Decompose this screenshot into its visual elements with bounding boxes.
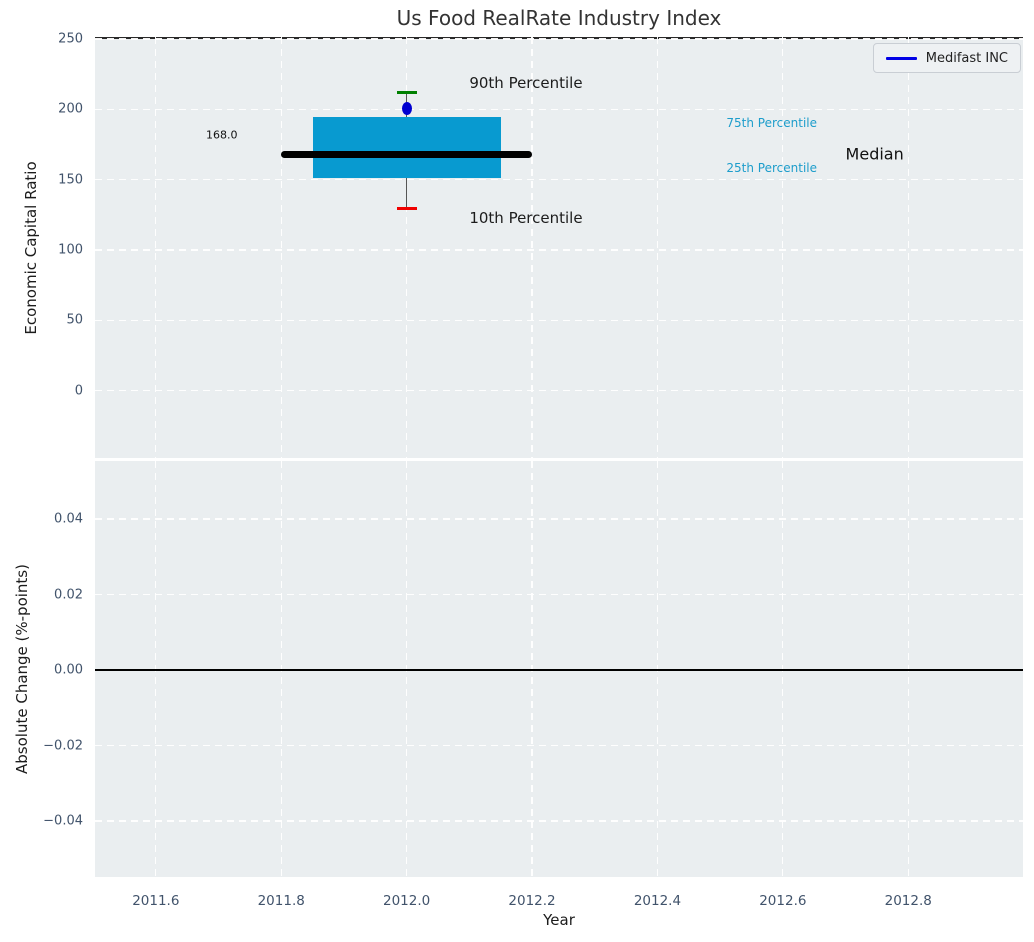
annotation-75th-percentile: 75th Percentile xyxy=(726,116,818,131)
x-tick-label: 2012.8 xyxy=(884,893,932,909)
y-tick-label: 100 xyxy=(58,242,83,258)
legend-line-icon xyxy=(885,56,917,60)
annotation-25th-percentile: 25th Percentile xyxy=(726,161,818,176)
gridline-vertical xyxy=(531,37,533,458)
y-tick-label: 150 xyxy=(58,172,83,188)
y-tick-label: −0.02 xyxy=(43,738,83,754)
y-tick-label: 0 xyxy=(74,383,83,398)
gridline-vertical xyxy=(531,461,533,877)
gridline-vertical xyxy=(280,461,282,877)
x-tick-label: 2012.2 xyxy=(508,893,556,909)
annotation-168-0: 168.0 xyxy=(205,128,238,142)
whisker-cap-bottom xyxy=(396,206,417,210)
gridline-vertical xyxy=(405,37,408,458)
x-tick-label: 2012.6 xyxy=(759,893,807,909)
legend: Medifast INC xyxy=(872,43,1021,73)
gridline-vertical xyxy=(155,37,157,458)
y-tick-label: 200 xyxy=(58,101,83,117)
x-tick-label: 2011.8 xyxy=(257,893,305,909)
top-axes: 90th Percentile 10th Percentile 168.0 75th … xyxy=(95,37,1023,458)
chart-title: Us Food RealRate Industry Index xyxy=(396,6,722,30)
gridline-horizontal xyxy=(95,593,1023,596)
gridline-vertical xyxy=(907,461,909,877)
whisker-cap-top xyxy=(396,90,417,94)
gridline-horizontal xyxy=(95,518,1023,520)
x-tick-label: 2012.4 xyxy=(633,893,682,909)
gridline-vertical xyxy=(782,37,784,458)
box-rect xyxy=(312,117,501,179)
y-tick-label: 50 xyxy=(66,312,83,328)
gridline-vertical xyxy=(907,37,909,458)
gridline-vertical xyxy=(280,37,282,458)
gridline-vertical xyxy=(782,461,784,877)
gridline-horizontal xyxy=(95,249,1023,251)
annotation-10th-percentile: 10th Percentile xyxy=(469,208,583,227)
gridline-vertical xyxy=(656,37,659,458)
gridline-horizontal xyxy=(95,178,1023,181)
gridline-horizontal xyxy=(95,389,1023,392)
annotation-median: Median xyxy=(845,144,904,164)
y-tick-label: 0.02 xyxy=(54,587,83,603)
gridline-horizontal xyxy=(95,744,1023,747)
bottom-axes xyxy=(95,461,1023,877)
y-tick-label: 0.04 xyxy=(54,511,83,527)
gridline-horizontal xyxy=(95,319,1023,321)
y-tick-label: 250 xyxy=(58,31,83,47)
gridline-horizontal xyxy=(95,38,1023,40)
legend-label: Medifast INC xyxy=(925,50,1008,66)
company-point xyxy=(401,101,412,115)
x-tick-label: 2012.0 xyxy=(383,893,431,909)
gridline-vertical xyxy=(405,461,408,877)
y-tick-label: −0.04 xyxy=(43,813,83,829)
median-line xyxy=(281,150,533,158)
gridline-horizontal xyxy=(95,108,1023,110)
axes-top-spine xyxy=(95,37,1023,39)
x-tick-label: 2011.6 xyxy=(132,893,180,909)
y-tick-label: 0.00 xyxy=(54,662,83,678)
annotation-90th-percentile: 90th Percentile xyxy=(469,73,583,92)
x-axis-label: Year xyxy=(543,911,575,929)
gridline-vertical xyxy=(656,461,659,877)
gridline-horizontal xyxy=(95,820,1023,822)
gridline-vertical xyxy=(155,461,157,877)
zero-line xyxy=(95,669,1023,672)
